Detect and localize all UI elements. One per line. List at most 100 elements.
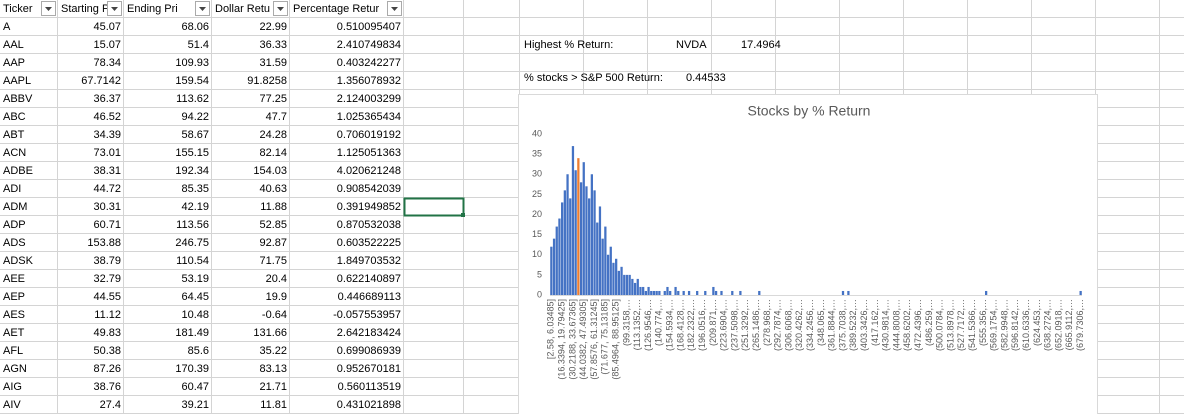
cell: 11.81 [260,399,287,411]
cell: 21.71 [259,381,287,393]
chart[interactable]: Stocks by % Return 0 5 10 15 20 25 30 35 40 [2.58… [518,94,1098,414]
cell: ADSK [3,255,34,267]
bar [674,286,677,295]
x-tick-label: (569.1754,… [989,299,999,351]
bar [658,290,661,295]
cell: 0.952670181 [337,363,401,375]
x-tick-label: (389.5232,… [848,299,858,351]
bar [598,206,602,295]
cell: 42.19 [181,201,209,213]
cell: ADP [3,219,26,231]
cell: 47.7 [266,111,287,123]
y-tick-label: 10 [532,249,542,259]
x-tick-label: (513.8978,… [945,299,955,351]
x-tick-label: (596.8142,… [1010,299,1020,351]
bar [696,290,699,295]
bar [615,258,618,295]
cell: 0.403242277 [337,57,401,69]
bar [623,274,626,295]
cell: 67.7142 [81,75,121,87]
cell: AEE [3,273,25,285]
bar [712,286,715,295]
cell: 73.01 [93,147,121,159]
cell: 78.34 [93,57,121,69]
cell: 113.62 [176,93,209,105]
fill-handle[interactable] [461,213,465,217]
cell: 1.356078932 [337,75,401,87]
bar [620,266,623,295]
bar [609,246,612,295]
bar [758,290,761,295]
cell: 49.83 [93,327,121,339]
bar [590,174,593,295]
bar [596,222,599,295]
cell: AGN [3,363,27,375]
x-tick-label: (348.065,… [816,299,826,346]
cell: -0.64 [262,309,287,321]
cell: 0.510095407 [337,21,401,33]
cell: 38.76 [93,381,121,393]
x-tick-label: (472.4396,… [913,299,923,351]
cell: 68.06 [181,21,209,33]
filter-button[interactable] [195,1,210,16]
cell: 0.622140897 [337,273,401,285]
bar [669,290,672,295]
cell: 83.13 [259,363,287,375]
x-tick-label: (85.4964, 88.95125] [611,299,621,380]
bar [569,198,572,295]
filter-button[interactable] [107,1,122,16]
cell: 0.699086939 [337,345,401,357]
cell: 50.38 [93,345,121,357]
cell: 34.39 [93,129,121,141]
x-tick-label: (237.5098,… [729,299,739,351]
x-tick-label: (57.8576, 61.31245] [589,299,599,380]
cell: 22.99 [259,21,287,33]
cell: 159.54 [175,75,209,87]
bar [566,174,569,295]
x-tick-label: (30.2188, 33.67365] [567,299,577,380]
cell: 92.87 [259,237,287,249]
cell: AAP [3,57,25,69]
cell: 113.56 [176,219,209,231]
x-tick-label: (582.9948,… [999,299,1009,351]
x-tick-label: (652.0918,… [1053,299,1063,351]
bar [714,290,718,295]
x-tick-label: (430.9814,… [881,299,891,351]
filter-button[interactable] [273,1,288,16]
cell: ACN [3,147,26,159]
y-tick-label: 5 [537,269,542,279]
bar [984,290,988,295]
bar [682,290,685,295]
x-tick-label: [2.58, 6.03485] [546,299,556,359]
bar [571,146,575,295]
cell: 2.642183424 [337,327,401,339]
cell: 39.21 [181,399,209,411]
cell: 0.706019192 [337,129,401,141]
bar [617,270,620,295]
bar [555,226,558,295]
selected-cell[interactable] [403,197,465,217]
cell: 11.88 [260,201,287,213]
x-tick-label: (444.8008,… [891,299,901,351]
x-tick-label: (458.6202,… [902,299,912,351]
bar [639,286,642,295]
cell: 45.07 [93,21,121,33]
chart-frame[interactable] [518,94,1098,414]
cell: 36.37 [93,93,121,105]
filter-button[interactable] [387,1,402,16]
x-tick-label: (527.7172,… [956,299,966,351]
cell: ADM [3,201,27,213]
cell: 246.75 [175,237,209,249]
filter-button[interactable] [41,1,56,16]
bar [633,282,637,295]
bar [647,286,650,295]
summary-value: 17.4964 [741,39,781,51]
cell: 52.85 [259,219,287,231]
bar [612,262,615,295]
cell: 20.4 [266,273,287,285]
x-tick-label: (361.8844,… [827,299,837,351]
bar [636,278,639,295]
cell: 1.849703532 [337,255,401,267]
